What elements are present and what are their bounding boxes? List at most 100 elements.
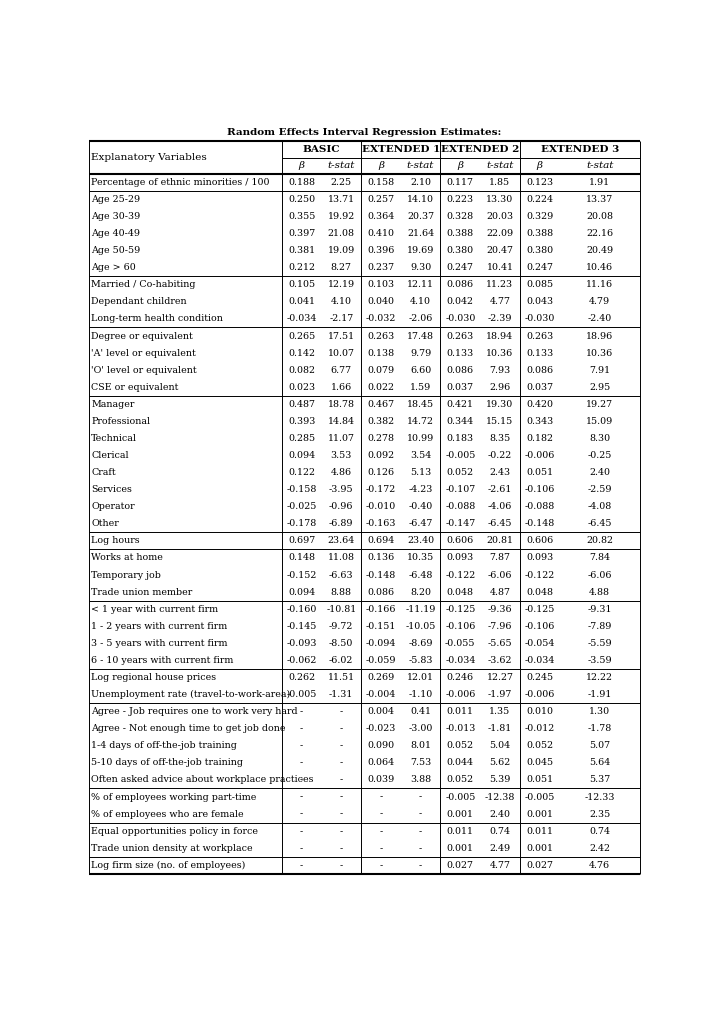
Text: 0.74: 0.74	[489, 826, 510, 836]
Text: 10.35: 10.35	[407, 554, 434, 563]
Text: 11.23: 11.23	[486, 280, 513, 289]
Text: -0.030: -0.030	[445, 315, 476, 323]
Text: -0.025: -0.025	[287, 502, 317, 511]
Text: 10.36: 10.36	[586, 349, 614, 357]
Text: 2.95: 2.95	[589, 383, 610, 392]
Text: 0.246: 0.246	[447, 673, 474, 682]
Text: -0.106: -0.106	[445, 622, 476, 631]
Text: -1.81: -1.81	[488, 724, 512, 734]
Text: -0.013: -0.013	[445, 724, 476, 734]
Text: Log hours: Log hours	[91, 536, 139, 545]
Text: 10.46: 10.46	[586, 263, 614, 273]
Text: 8.01: 8.01	[410, 741, 431, 750]
Text: 1 - 2 years with current firm: 1 - 2 years with current firm	[91, 622, 228, 631]
Text: -: -	[419, 826, 422, 836]
Text: 4.79: 4.79	[589, 297, 610, 307]
Text: 0.388: 0.388	[447, 229, 474, 238]
Text: Other: Other	[91, 520, 119, 528]
Text: 19.09: 19.09	[328, 246, 355, 255]
Text: 0.022: 0.022	[368, 383, 395, 392]
Text: -0.005: -0.005	[525, 792, 555, 802]
Text: 2.43: 2.43	[489, 468, 510, 477]
Text: 0.052: 0.052	[447, 776, 474, 784]
Text: 0.148: 0.148	[288, 554, 315, 563]
Text: -0.106: -0.106	[525, 622, 555, 631]
Text: 0.103: 0.103	[368, 280, 395, 289]
Text: -5.59: -5.59	[587, 639, 612, 648]
Text: -6.02: -6.02	[329, 655, 353, 665]
Text: 3 - 5 years with current firm: 3 - 5 years with current firm	[91, 639, 228, 648]
Text: Dependant children: Dependant children	[91, 297, 187, 307]
Text: 0.064: 0.064	[368, 758, 395, 768]
Text: Often asked advice about workplace practices: Often asked advice about workplace pract…	[91, 776, 314, 784]
Text: -0.151: -0.151	[365, 622, 396, 631]
Text: Degree or equivalent: Degree or equivalent	[91, 331, 193, 341]
Text: -: -	[300, 724, 303, 734]
Text: 18.45: 18.45	[407, 400, 434, 409]
Text: 0.410: 0.410	[368, 229, 395, 238]
Text: 0.123: 0.123	[526, 178, 553, 187]
Text: 20.03: 20.03	[486, 212, 513, 221]
Text: EXTENDED 3: EXTENDED 3	[540, 144, 619, 153]
Text: 19.27: 19.27	[586, 400, 614, 409]
Text: 18.96: 18.96	[586, 331, 614, 341]
Text: 13.37: 13.37	[586, 194, 614, 204]
Text: 0.085: 0.085	[526, 280, 553, 289]
Text: 0.023: 0.023	[288, 383, 315, 392]
Text: 1.30: 1.30	[589, 707, 610, 716]
Text: -0.148: -0.148	[365, 570, 396, 579]
Text: < 1 year with current firm: < 1 year with current firm	[91, 605, 218, 613]
Text: 11.07: 11.07	[328, 434, 355, 442]
Text: -0.148: -0.148	[525, 520, 555, 528]
Text: -: -	[340, 707, 343, 716]
Text: -0.40: -0.40	[408, 502, 433, 511]
Text: 0.223: 0.223	[447, 194, 474, 204]
Text: 7.91: 7.91	[589, 365, 610, 375]
Text: -: -	[340, 810, 343, 819]
Text: 7.84: 7.84	[589, 554, 610, 563]
Text: 0.278: 0.278	[368, 434, 395, 442]
Text: 0.041: 0.041	[288, 297, 315, 307]
Text: Unemployment rate (travel-to-work-area): Unemployment rate (travel-to-work-area)	[91, 690, 290, 699]
Text: 0.41: 0.41	[410, 707, 431, 716]
Text: 0.329: 0.329	[526, 212, 553, 221]
Text: -0.107: -0.107	[445, 486, 476, 494]
Text: -0.152: -0.152	[287, 570, 317, 579]
Text: Works at home: Works at home	[91, 554, 163, 563]
Text: -6.06: -6.06	[587, 570, 612, 579]
Text: Log firm size (no. of employees): Log firm size (no. of employees)	[91, 860, 245, 870]
Text: Agree - Not enough time to get job done: Agree - Not enough time to get job done	[91, 724, 286, 734]
Text: 0.487: 0.487	[288, 400, 315, 409]
Text: 13.71: 13.71	[328, 194, 355, 204]
Text: -0.034: -0.034	[445, 655, 476, 665]
Text: 0.105: 0.105	[288, 280, 315, 289]
Text: -0.088: -0.088	[525, 502, 555, 511]
Text: -0.054: -0.054	[525, 639, 555, 648]
Text: Trade union density at workplace: Trade union density at workplace	[91, 844, 252, 853]
Text: 17.48: 17.48	[407, 331, 434, 341]
Text: -0.006: -0.006	[525, 451, 555, 460]
Text: 0.043: 0.043	[526, 297, 553, 307]
Text: -0.22: -0.22	[488, 451, 512, 460]
Text: 5.39: 5.39	[489, 776, 510, 784]
Text: 18.94: 18.94	[486, 331, 513, 341]
Text: 0.052: 0.052	[447, 468, 474, 477]
Text: -: -	[340, 826, 343, 836]
Text: Operator: Operator	[91, 502, 134, 511]
Text: 18.78: 18.78	[328, 400, 355, 409]
Text: 2.40: 2.40	[589, 468, 610, 477]
Text: 7.87: 7.87	[489, 554, 510, 563]
Text: -4.23: -4.23	[408, 486, 433, 494]
Text: -0.094: -0.094	[365, 639, 396, 648]
Text: % of employees who are female: % of employees who are female	[91, 810, 244, 819]
Text: -1.97: -1.97	[488, 690, 512, 699]
Text: 0.182: 0.182	[526, 434, 553, 442]
Text: 20.37: 20.37	[407, 212, 434, 221]
Text: 10.41: 10.41	[486, 263, 513, 273]
Text: 0.042: 0.042	[447, 297, 474, 307]
Text: -0.032: -0.032	[365, 315, 396, 323]
Text: -: -	[340, 758, 343, 768]
Text: -2.40: -2.40	[587, 315, 611, 323]
Text: 19.92: 19.92	[328, 212, 355, 221]
Text: 1.66: 1.66	[331, 383, 352, 392]
